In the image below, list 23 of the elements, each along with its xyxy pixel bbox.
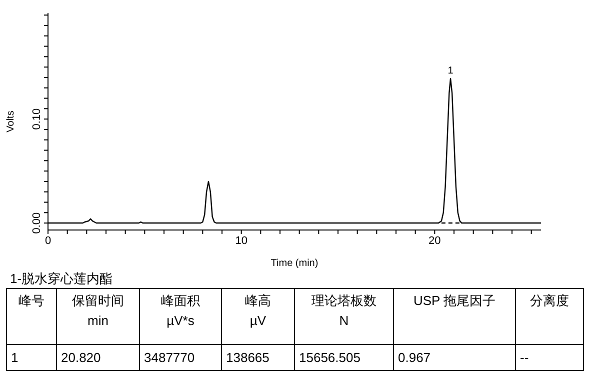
text: 峰高 µV	[244, 292, 272, 330]
text: 分离度	[529, 292, 570, 310]
text: 15656.505	[299, 348, 362, 366]
text: 1	[11, 348, 20, 366]
x-tick-label: 10	[235, 234, 248, 247]
x-tick-label: 0	[44, 234, 52, 247]
text: 理论塔板数 N	[310, 292, 378, 330]
y-tick-label: 0.00	[31, 212, 43, 234]
annotation: 1	[448, 66, 454, 77]
text: USP 拖尾因子	[412, 292, 497, 310]
text: 20.820	[61, 348, 102, 366]
text: 峰号	[18, 292, 46, 310]
x-axis-title: Time (min)	[270, 258, 318, 269]
text: 0.967	[398, 348, 432, 366]
text: 峰面积 µV*s	[160, 292, 201, 330]
text: --	[520, 348, 530, 366]
x-tick-label: 20	[428, 234, 441, 247]
text: 保留时间 min	[71, 292, 125, 330]
text: 138665	[226, 348, 270, 366]
text: 3487770	[144, 348, 196, 366]
text: 1-脱水穿心莲内酯	[10, 270, 113, 288]
y-axis-title: Volts	[6, 110, 17, 132]
y-tick-label: 0.10	[31, 108, 43, 130]
